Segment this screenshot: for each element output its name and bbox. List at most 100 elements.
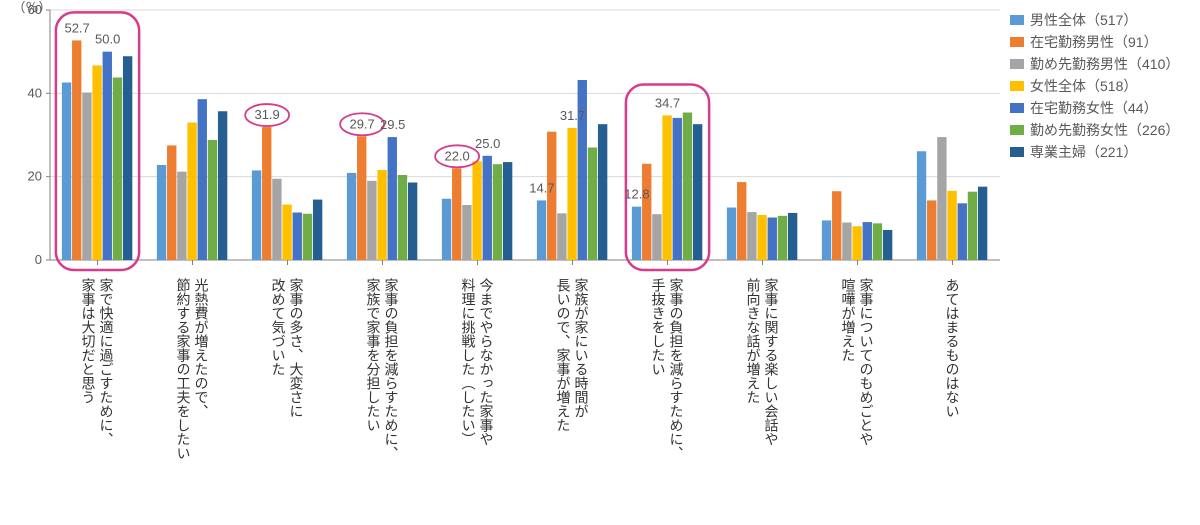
bar xyxy=(927,200,936,260)
bar xyxy=(917,151,926,260)
legend-label: 在宅勤務男性（91） xyxy=(1030,34,1158,50)
value-label: 34.7 xyxy=(655,95,680,110)
legend-swatch xyxy=(1010,37,1024,47)
bar xyxy=(218,111,227,260)
category-label: 家事についてのもめごとや xyxy=(859,277,875,446)
bar xyxy=(958,203,967,260)
bar xyxy=(632,207,641,260)
bar xyxy=(737,182,746,260)
bar xyxy=(588,148,597,261)
bar xyxy=(303,214,312,260)
category-label: 家で快適に過ごすために、 xyxy=(99,277,115,446)
bar xyxy=(978,187,987,260)
bar xyxy=(727,208,736,261)
bar xyxy=(208,140,217,260)
bar xyxy=(493,164,502,260)
legend-swatch xyxy=(1010,103,1024,113)
category-label: 前向きな話が増えた xyxy=(746,277,762,404)
bar xyxy=(357,136,366,260)
bar xyxy=(293,213,302,261)
category-label: 家事は大切だと思う xyxy=(81,277,97,404)
bar xyxy=(72,40,81,260)
value-label: 12.8 xyxy=(624,187,649,202)
bar xyxy=(483,156,492,260)
category-label: 手抜きをしたい xyxy=(651,278,667,376)
bar xyxy=(123,56,132,260)
bar xyxy=(262,127,271,260)
bar xyxy=(367,181,376,260)
legend-swatch xyxy=(1010,125,1024,135)
bar xyxy=(82,93,91,261)
bar xyxy=(873,223,882,260)
category-label: 改めて気づいた xyxy=(271,278,287,376)
chart-svg: 0204060（％）52.750.031.929.729.522.025.014… xyxy=(0,0,1200,525)
bar xyxy=(442,199,451,260)
legend-label: 在宅勤務女性（44） xyxy=(1030,100,1158,116)
category-label: あてはまるものはない xyxy=(945,278,961,418)
bar xyxy=(557,213,566,260)
value-label: 25.0 xyxy=(475,136,500,151)
y-axis-label: （％） xyxy=(12,0,51,15)
value-label: 31.9 xyxy=(254,107,279,122)
value-label: 52.7 xyxy=(64,20,89,35)
value-label: 50.0 xyxy=(95,32,120,47)
value-label: 31.7 xyxy=(560,108,585,123)
bar xyxy=(768,218,777,261)
category-label: 料理に挑戦した（したい） xyxy=(461,278,477,446)
bar xyxy=(187,123,196,261)
value-label: 22.0 xyxy=(444,148,469,163)
legend-label: 専業主婦（221） xyxy=(1030,144,1137,160)
bar xyxy=(388,137,397,260)
legend-swatch xyxy=(1010,81,1024,91)
category-label: 家族が家にいる時間が xyxy=(574,277,590,418)
category-label: 家事の負担を減らすために、 xyxy=(669,277,685,460)
bar xyxy=(103,52,112,260)
bar xyxy=(673,118,682,260)
bar xyxy=(92,65,101,260)
bar xyxy=(313,200,322,260)
bar xyxy=(462,205,471,260)
bar xyxy=(198,99,207,260)
category-label: 喧嘩が増えた xyxy=(841,278,857,362)
bar xyxy=(947,191,956,260)
bar xyxy=(452,168,461,260)
bar xyxy=(822,220,831,260)
bar xyxy=(937,137,946,260)
category-label: 家事に関する楽しい会話や xyxy=(764,277,780,446)
value-label: 29.7 xyxy=(349,116,374,131)
bar xyxy=(778,216,787,260)
bar xyxy=(157,165,166,260)
bar xyxy=(968,192,977,260)
legend-swatch xyxy=(1010,15,1024,25)
bar xyxy=(747,212,756,260)
category-label: 長いので、家事が増えた xyxy=(556,278,572,432)
bar xyxy=(503,162,512,260)
bar xyxy=(662,115,671,260)
bar xyxy=(842,223,851,261)
legend-label: 男性全体（517） xyxy=(1030,12,1137,28)
y-tick-label: 0 xyxy=(35,252,42,267)
bar xyxy=(683,113,692,261)
category-label: 光熱費が増えたので、 xyxy=(194,278,210,418)
category-label: 家族で家事を分担したい xyxy=(366,277,382,432)
bar xyxy=(537,200,546,260)
bar xyxy=(547,132,556,260)
category-label: 家事の負担を減らすために、 xyxy=(384,277,400,460)
bar xyxy=(757,215,766,260)
value-label: 29.5 xyxy=(380,117,405,132)
bar xyxy=(113,78,122,261)
bar xyxy=(252,170,261,260)
legend-label: 勤め先勤務女性（226） xyxy=(1030,122,1179,138)
category-label: 節約する家事の工夫をしたい xyxy=(176,277,192,460)
bar xyxy=(398,175,407,260)
bar xyxy=(788,213,797,260)
bar xyxy=(598,124,607,260)
y-tick-label: 40 xyxy=(28,85,42,100)
category-label: 今までやらなかった家事や xyxy=(479,278,495,446)
legend-label: 勤め先勤務男性（410） xyxy=(1030,56,1179,72)
bar xyxy=(62,83,71,261)
bar xyxy=(472,161,481,260)
legend-swatch xyxy=(1010,147,1024,157)
bar xyxy=(408,183,417,261)
bar xyxy=(377,170,386,260)
